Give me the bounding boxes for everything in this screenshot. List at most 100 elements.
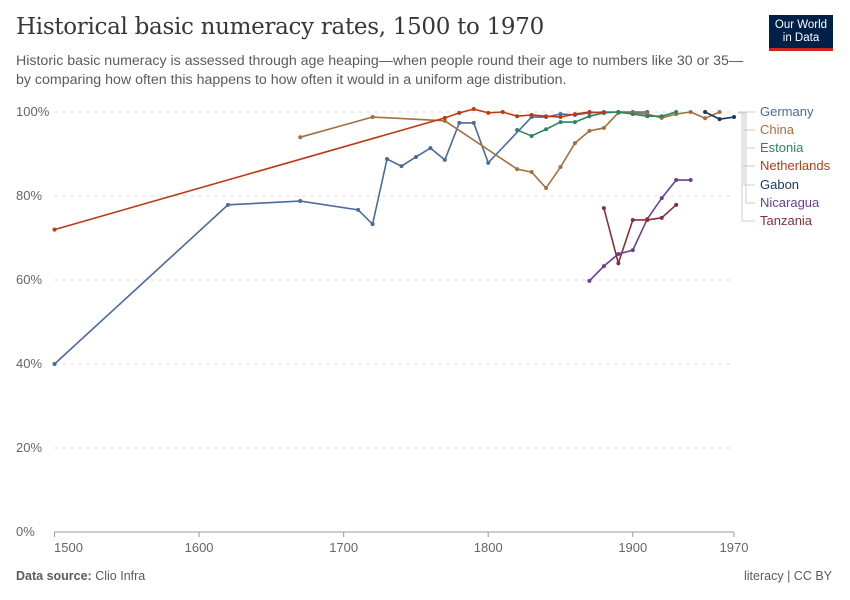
legend-label-gabon: Gabon [760, 177, 799, 192]
data-point [645, 217, 650, 222]
data-point [442, 118, 447, 123]
data-point [732, 115, 736, 120]
legend-connector [738, 112, 755, 222]
legend-label-tanzania: Tanzania [760, 213, 813, 228]
chart-subtitle: Historic basic numeracy is assessed thro… [16, 53, 744, 88]
data-point [428, 146, 433, 151]
y-tick-label: 20% [16, 440, 42, 455]
x-tick-label: 1700 [329, 540, 358, 555]
data-point [486, 160, 491, 165]
legend-connector [738, 112, 755, 204]
data-point [674, 178, 679, 183]
data-point [717, 117, 722, 122]
data-point [356, 207, 361, 212]
legend-label-estonia: Estonia [760, 140, 804, 155]
y-tick-label: 80% [16, 188, 42, 203]
data-point [674, 202, 679, 207]
data-point [500, 110, 505, 114]
x-tick-label: 1800 [474, 540, 503, 555]
data-point [471, 107, 476, 112]
data-point [688, 178, 693, 183]
data-point [616, 251, 621, 256]
data-point [558, 120, 563, 125]
data-point [717, 110, 722, 114]
data-point [225, 202, 230, 207]
data-point [529, 112, 534, 117]
data-point [572, 120, 577, 125]
data-point [544, 186, 549, 191]
data-point [442, 115, 447, 120]
data-point [703, 116, 708, 121]
legend-label-china: China [760, 122, 795, 137]
data-point [630, 248, 635, 253]
y-tick-label: 40% [16, 356, 42, 371]
data-point [442, 157, 447, 162]
y-tick-label: 0% [16, 524, 35, 539]
source-label: Data source: [16, 569, 92, 583]
data-point [52, 227, 57, 232]
license[interactable]: literacy | CC BY [744, 569, 832, 583]
data-point [370, 222, 375, 227]
data-point [630, 112, 635, 117]
y-tick-label: 100% [16, 104, 50, 119]
data-point [674, 110, 679, 114]
series-line-tanzania [603, 204, 677, 266]
data-point [688, 110, 693, 114]
series-line-china [300, 111, 720, 190]
x-tick-label: 1900 [618, 540, 647, 555]
data-point [529, 133, 534, 138]
data-point [572, 141, 577, 146]
data-point [471, 120, 476, 125]
data-point [515, 128, 520, 133]
data-point [587, 110, 592, 114]
x-tick-label: 1970 [720, 540, 749, 555]
data-point [659, 215, 664, 220]
data-point [601, 206, 606, 211]
data-point [413, 154, 418, 159]
series-line-germany [53, 111, 648, 365]
y-tick-label: 60% [16, 272, 42, 287]
data-point [558, 165, 563, 170]
data-point [587, 114, 592, 119]
data-source[interactable]: Data source: Clio Infra [16, 569, 145, 583]
data-point [515, 167, 520, 172]
data-point [645, 114, 650, 119]
data-point [298, 199, 303, 204]
data-point [544, 114, 549, 119]
data-point [587, 278, 592, 283]
data-point [385, 157, 390, 162]
data-point [457, 110, 462, 115]
data-point [558, 115, 563, 120]
data-point [558, 112, 563, 117]
data-point [587, 128, 592, 133]
data-point [601, 125, 606, 130]
series-line-estonia [516, 111, 677, 137]
owid-logo[interactable]: Our World in Data [769, 15, 833, 51]
data-point [457, 120, 462, 125]
data-point [52, 362, 57, 366]
data-point [659, 114, 664, 119]
x-tick-label: 1500 [54, 540, 83, 555]
data-point [515, 114, 520, 119]
legend-label-germany: Germany [760, 104, 814, 119]
data-point [601, 264, 606, 269]
x-tick-label: 1600 [185, 540, 214, 555]
source-name[interactable]: Clio Infra [95, 569, 146, 583]
data-point [486, 110, 491, 115]
legend-label-nicaragua: Nicaragua [760, 195, 820, 210]
data-point [616, 110, 621, 114]
data-point [659, 196, 664, 201]
data-point [298, 135, 303, 140]
data-point [544, 127, 549, 132]
data-point [572, 112, 577, 117]
legend-label-netherlands: Netherlands [760, 158, 831, 173]
data-point [529, 170, 534, 175]
series-line-nicaragua [588, 179, 691, 282]
data-point [630, 217, 635, 222]
chart-title: Historical basic numeracy rates, 1500 to… [16, 14, 544, 40]
data-point [616, 261, 621, 266]
data-point [399, 164, 404, 169]
data-point [601, 110, 606, 115]
